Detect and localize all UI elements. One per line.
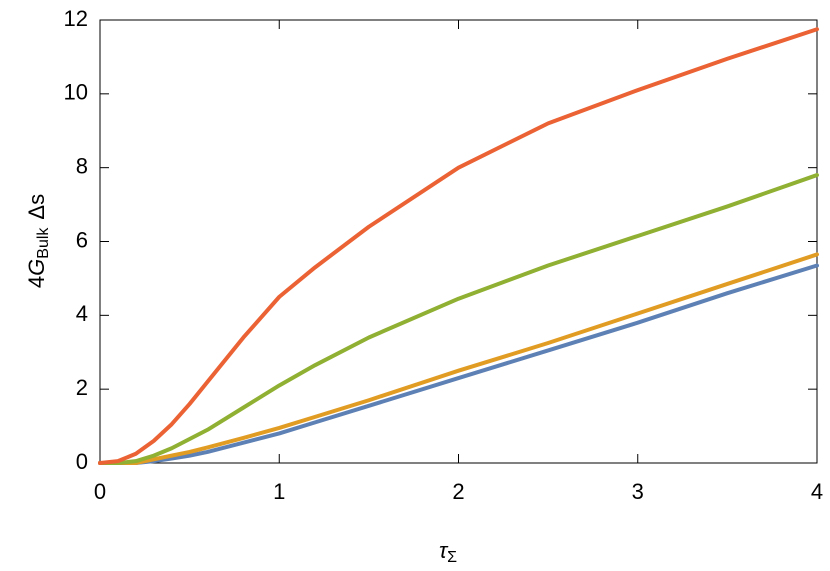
x-tick-label: 2 (452, 479, 464, 504)
y-tick-label: 12 (64, 6, 88, 31)
x-label-sub: Σ (447, 549, 457, 566)
line-series (98, 173, 819, 465)
x-label-main: τ (439, 538, 449, 563)
y-label-sub: Bulk (35, 227, 52, 259)
x-tick-label: 0 (94, 479, 106, 504)
y-tick-label: 8 (76, 153, 88, 178)
x-tick-label: 1 (273, 479, 285, 504)
y-label-lead: 4 (24, 276, 49, 288)
y-tick-label: 2 (76, 375, 88, 400)
line-series (98, 27, 819, 465)
x-axis-label: τΣ (439, 538, 457, 566)
line-series (98, 263, 819, 465)
plot-frame (99, 19, 818, 464)
y-label-tail: Δs (24, 194, 49, 220)
x-tick-label: 3 (632, 479, 644, 504)
y-tick-label: 4 (76, 301, 88, 326)
x-tick-label: 4 (811, 479, 823, 504)
y-axis-label: 4GBulk Δs (24, 194, 52, 288)
line-series (98, 252, 819, 465)
y-label-main: G (24, 259, 49, 276)
y-tick-label: 6 (76, 227, 88, 252)
y-tick-label: 0 (76, 449, 88, 474)
y-tick-label: 10 (64, 80, 88, 105)
